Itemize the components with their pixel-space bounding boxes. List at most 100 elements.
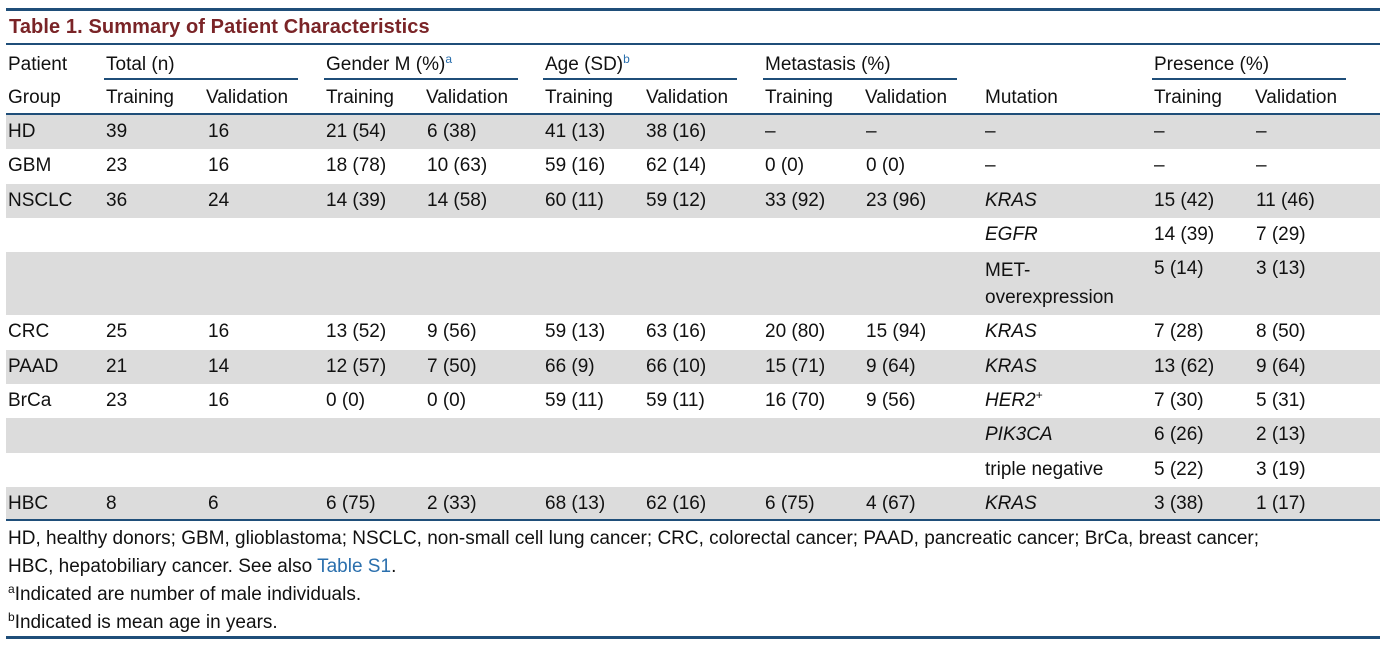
cell-met-validation-text: 9 (64): [866, 356, 916, 377]
cell-presence-training: 7 (30): [1154, 390, 1204, 412]
cell-total-validation: 14: [208, 356, 229, 378]
cell-total-training: 39: [106, 121, 127, 143]
cell-mutation: EGFR: [985, 224, 1038, 246]
footnote-b-link[interactable]: b: [623, 52, 630, 66]
cell-met-training-text: 20 (80): [765, 321, 826, 342]
subheader-group: Group: [8, 87, 61, 108]
cell-gender-training-text: 12 (57): [326, 356, 387, 377]
cell-presence-validation-text: 9 (64): [1256, 356, 1306, 377]
subheader-met-validation: Validation: [865, 87, 948, 108]
cell-age-training-text: 68 (13): [545, 493, 606, 514]
cell-presence-validation-text: 7 (29): [1256, 224, 1306, 245]
cell-group: CRC: [8, 321, 49, 343]
cell-met-validation-text: –: [866, 121, 877, 142]
cell-mutation-text: KRAS: [985, 190, 1037, 211]
cell-age-validation-text: 59 (11): [646, 390, 705, 411]
cell-presence-validation: 7 (29): [1256, 224, 1306, 246]
cell-presence-training: 3 (38): [1154, 493, 1204, 515]
cell-presence-training-text: 13 (62): [1154, 356, 1215, 377]
cell-gender-training-text: 0 (0): [326, 390, 366, 411]
table-row: HBC 8 6 6 (75) 2 (33) 68 (13) 62 (16) 6 (75) 4 (…: [6, 487, 1380, 519]
cell-age-validation: 59 (12): [646, 190, 706, 212]
cell-total-validation: 24: [208, 190, 229, 212]
cell-gender-validation-text: 0 (0): [427, 390, 467, 411]
cell-presence-training: 14 (39): [1154, 224, 1214, 246]
cell-mutation-text: –: [985, 155, 996, 176]
cell-presence-training: 5 (14): [1154, 258, 1204, 280]
group-rule-age: [543, 78, 737, 80]
cell-met-validation-text: 15 (94): [866, 321, 927, 342]
cell-met-training: 0 (0): [765, 155, 804, 177]
cell-gender-training-text: 13 (52): [326, 321, 387, 342]
table-row: triple negative 5 (22) 3 (19): [6, 453, 1380, 487]
cell-presence-training-text: 5 (22): [1154, 459, 1204, 480]
cell-presence-validation-text: 3 (19): [1256, 459, 1306, 480]
footnote-b-mark: b: [8, 610, 15, 624]
subheader-presence-training: Training: [1154, 87, 1222, 108]
cell-mutation-text: PIK3CA: [985, 424, 1053, 445]
cell-age-training: 41 (13): [545, 121, 605, 143]
cell-age-validation: 62 (14): [646, 155, 706, 177]
cell-mutation: –: [985, 121, 996, 143]
table-s1-link[interactable]: Table S1: [317, 556, 392, 577]
subheader-age-validation: Validation: [646, 87, 729, 108]
subheader-total-validation: Validation: [206, 87, 289, 108]
cell-age-training-text: 59 (11): [545, 390, 604, 411]
cell-mutation-text: KRAS: [985, 356, 1037, 377]
cell-gender-validation-text: 2 (33): [427, 493, 477, 514]
cell-total-training: 21: [106, 356, 127, 378]
cell-presence-training-text: 7 (28): [1154, 321, 1204, 342]
cell-mutation: triple negative: [985, 459, 1103, 481]
header-age-label: Age (SD): [545, 54, 624, 75]
cell-presence-validation: 8 (50): [1256, 321, 1306, 343]
cell-total-validation-text: 16: [208, 121, 230, 142]
group-rule-metastasis: [763, 78, 957, 80]
cell-gender-validation: 10 (63): [427, 155, 487, 177]
cell-gender-training: 21 (54): [326, 121, 386, 143]
cell-met-validation: 0 (0): [866, 155, 905, 177]
cell-gender-training: 0 (0): [326, 390, 365, 412]
cell-met-validation: –: [866, 121, 877, 143]
cell-age-validation: 59 (11): [646, 390, 705, 412]
cell-age-training: 59 (11): [545, 390, 604, 412]
cell-presence-validation: 3 (13): [1256, 258, 1306, 280]
header-metastasis: Metastasis (%): [765, 54, 891, 75]
cell-met-validation: 4 (67): [866, 493, 916, 515]
table-row: MET-overexpression 5 (14) 3 (13): [6, 252, 1380, 315]
cell-gender-training: 6 (75): [326, 493, 376, 515]
cell-total-validation-text: 24: [208, 190, 230, 211]
cell-gender-validation-text: 6 (38): [427, 121, 477, 142]
cell-gender-training: 13 (52): [326, 321, 386, 343]
cell-gender-validation: 9 (56): [427, 321, 477, 343]
cell-group-text: CRC: [8, 321, 50, 342]
cell-total-training-text: 36: [106, 190, 128, 211]
footnote-see-also-suffix: .: [391, 556, 397, 577]
cell-mutation: KRAS: [985, 493, 1037, 515]
cell-gender-training: 18 (78): [326, 155, 386, 177]
subheader-met-training: Training: [765, 87, 833, 108]
cell-total-validation-text: 16: [208, 321, 230, 342]
footnote-a-link[interactable]: a: [445, 52, 452, 66]
table-row: NSCLC 36 24 14 (39) 14 (58) 60 (11) 59 (12) 33 …: [6, 184, 1380, 218]
cell-gender-validation: 6 (38): [427, 121, 477, 143]
cell-presence-validation: 5 (31): [1256, 390, 1306, 412]
cell-met-training: 6 (75): [765, 493, 815, 515]
table-row: HD 39 16 21 (54) 6 (38) 41 (13) 38 (16) – – – – –: [6, 115, 1380, 149]
cell-gender-validation-text: 9 (56): [427, 321, 477, 342]
cell-mutation-text: triple negative: [985, 459, 1104, 480]
cell-met-training: 15 (71): [765, 356, 825, 378]
cell-mutation-text: –: [985, 121, 996, 142]
title-rule: [6, 43, 1380, 45]
cell-age-validation: 38 (16): [646, 121, 706, 143]
cell-met-validation-text: 0 (0): [866, 155, 906, 176]
cell-total-validation: 16: [208, 321, 229, 343]
cell-presence-training: 15 (42): [1154, 190, 1214, 212]
cell-mutation-text: HER2: [985, 390, 1036, 411]
cell-mutation: –: [985, 155, 996, 177]
header-rule: [6, 113, 1380, 115]
table-row: PIK3CA 6 (26) 2 (13): [6, 418, 1380, 453]
cell-mutation: KRAS: [985, 190, 1037, 212]
cell-age-training-text: 59 (16): [545, 155, 606, 176]
cell-presence-validation-text: 8 (50): [1256, 321, 1306, 342]
cell-group-text: NSCLC: [8, 190, 73, 211]
